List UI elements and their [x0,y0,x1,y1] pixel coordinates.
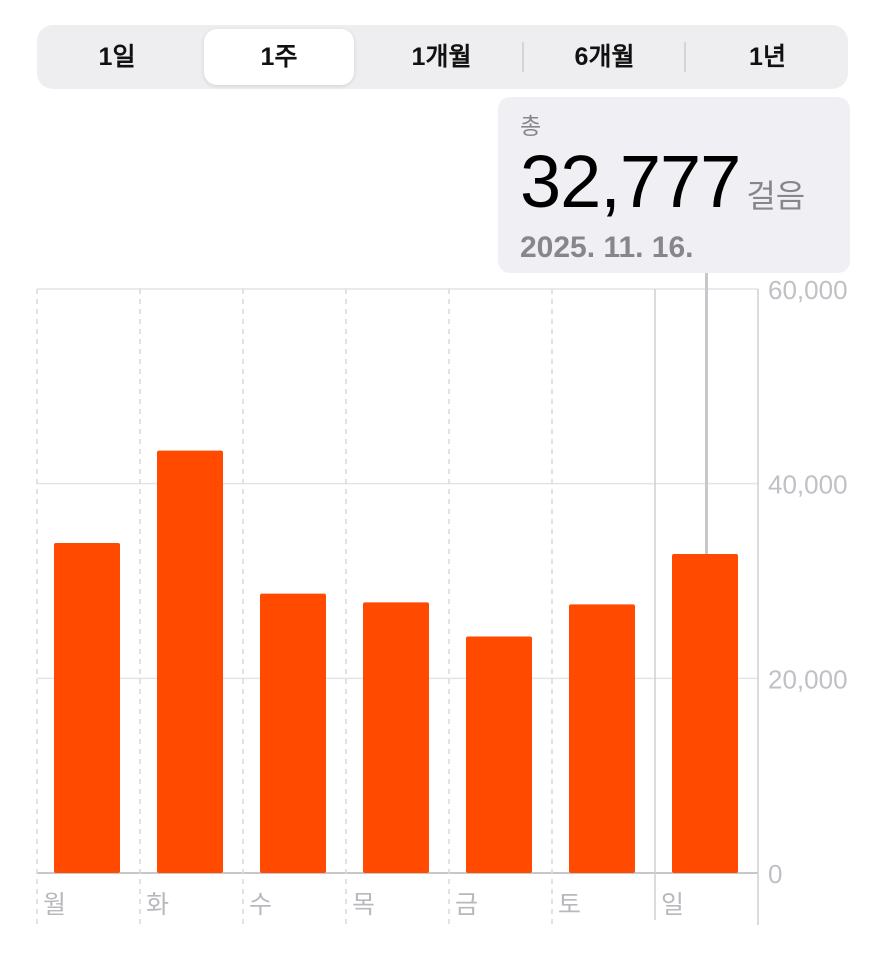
bar-토 [569,604,635,873]
x-tick-label: 일 [661,891,684,919]
y-tick-label: 20,000 [768,664,848,694]
bar-일 [672,553,738,873]
tooltip-value: 32,777 [520,140,741,223]
segment-divider [522,42,524,72]
x-tick-label: 월 [43,891,66,919]
selected-segment-indicator [204,29,354,85]
selection-tooltip: 총 32,777 걸음 2025. 11. 16. [498,97,850,273]
segment-divider [684,42,686,72]
segment-1-day[interactable]: 1일 [98,43,136,71]
time-range-segmented-control: 1일 1주 1개월 6개월 1년 [37,25,848,89]
x-tick-label: 금 [455,891,478,919]
bar-목 [363,602,429,873]
bar-월 [54,543,120,873]
bar-수 [260,593,326,873]
x-tick-label: 수 [249,891,272,919]
y-tick-label: 60,000 [768,275,848,305]
tooltip-label: 총 [520,113,542,139]
tooltip-unit: 걸음 [746,178,806,214]
x-tick-label: 화 [146,891,169,919]
y-tick-label: 0 [768,859,782,889]
y-tick-label: 40,000 [768,470,848,500]
tooltip-value-row: 32,777 걸음 [520,139,805,224]
segment-6-months[interactable]: 6개월 [574,43,635,71]
x-tick-label: 토 [558,891,581,919]
segment-1-week[interactable]: 1주 [260,43,298,71]
x-tick-label: 목 [352,891,375,919]
segment-1-year[interactable]: 1년 [749,43,786,71]
bar-화 [157,450,223,873]
segment-1-month[interactable]: 1개월 [411,43,472,71]
bar-금 [466,636,532,873]
tooltip-date: 2025. 11. 16. [520,231,694,264]
